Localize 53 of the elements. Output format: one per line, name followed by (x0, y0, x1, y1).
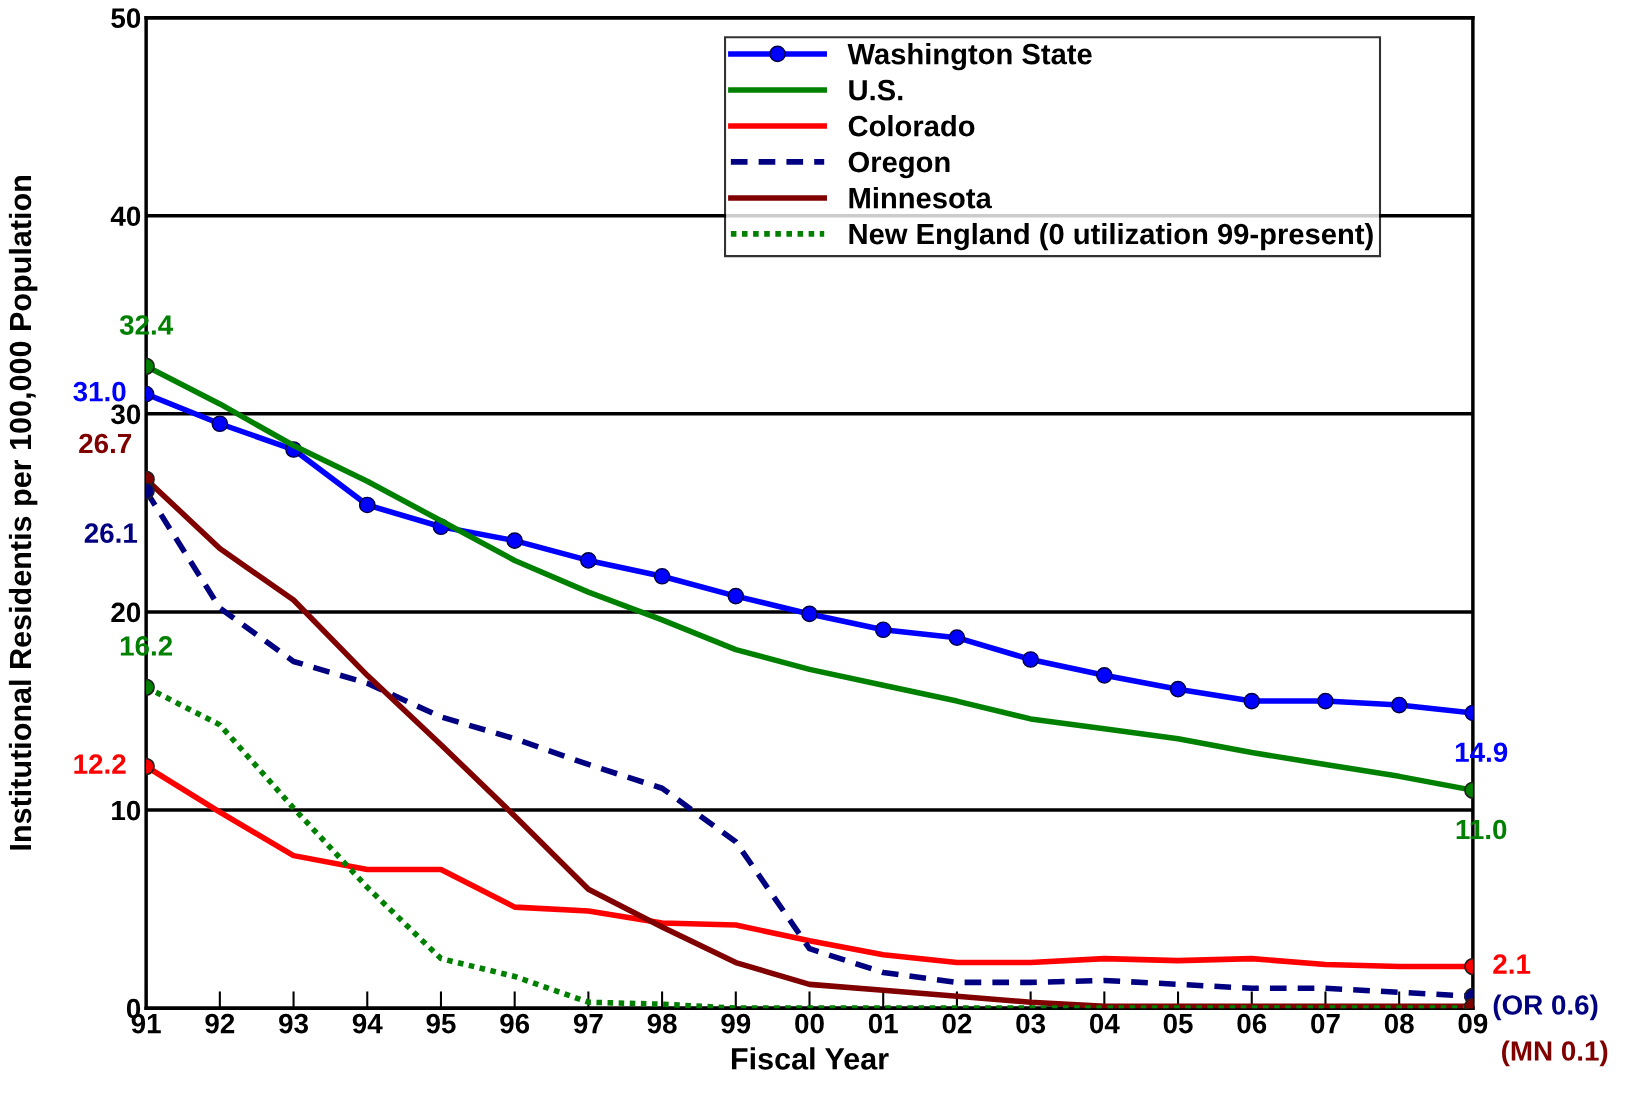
y-tick-label: 30 (111, 404, 141, 425)
x-tick-label: 03 (1016, 1013, 1046, 1034)
annotation: 31.0 (73, 381, 126, 402)
legend-label: Oregon (848, 151, 950, 179)
x-tick-label: 01 (868, 1013, 898, 1034)
y-tick-label: 40 (110, 206, 141, 227)
point (948, 629, 966, 647)
x-tick-label: 06 (1237, 1013, 1267, 1034)
point (1169, 680, 1187, 698)
point (1096, 667, 1113, 684)
annotation: 2.1 (1493, 954, 1531, 974)
y-tick-label: 50 (111, 8, 141, 28)
x-axis-title: Fiscal Year (731, 1047, 889, 1070)
legend-label: Washington State (847, 43, 1092, 71)
point (1022, 651, 1039, 668)
x-tick-label: 09 (1458, 1013, 1488, 1034)
x-tick-label: 99 (721, 1013, 751, 1034)
x-tick-label: 00 (795, 1013, 824, 1034)
legend-label: Minnesota (849, 187, 992, 209)
x-tick-label: 96 (500, 1013, 530, 1034)
annotation: 12.2 (74, 754, 126, 774)
y-axis-title: Institutional Residentis per 100,000 Population (8, 176, 38, 850)
x-tick-label: 07 (1311, 1013, 1340, 1034)
annotation: 26.1 (84, 523, 138, 544)
x-tick-label: 94 (352, 1013, 383, 1034)
point (874, 621, 892, 639)
point (506, 532, 524, 549)
x-tick-label: 97 (573, 1013, 603, 1034)
x-tick-label: 95 (426, 1013, 456, 1034)
point (358, 496, 376, 514)
x-tick-label: 04 (1089, 1013, 1120, 1034)
annotation: (OR 0.6) (1493, 994, 1598, 1021)
x-tick-label: 02 (942, 1013, 972, 1034)
x-tick-label: 93 (279, 1013, 308, 1034)
point (1243, 692, 1261, 710)
point (211, 415, 229, 433)
legend-label: New England (0 utilization 99-present) (849, 222, 1373, 251)
point (653, 567, 671, 585)
point (580, 552, 597, 569)
annotation: (MN 0.1) (1502, 1040, 1608, 1067)
point (801, 605, 818, 623)
x-tick-label: 05 (1163, 1013, 1193, 1034)
x-tick-label: 08 (1384, 1013, 1414, 1034)
y-tick-label: 10 (112, 800, 141, 821)
legend-label: Colorado (848, 115, 975, 137)
point (727, 587, 745, 605)
x-tick-label: 92 (205, 1013, 235, 1034)
legend-label: U.S. (849, 79, 903, 101)
point (1317, 692, 1334, 710)
x-tick-label: 98 (647, 1013, 677, 1034)
y-tick-label: 20 (111, 602, 141, 623)
point (1390, 696, 1408, 714)
annotation: 26.7 (79, 433, 132, 454)
